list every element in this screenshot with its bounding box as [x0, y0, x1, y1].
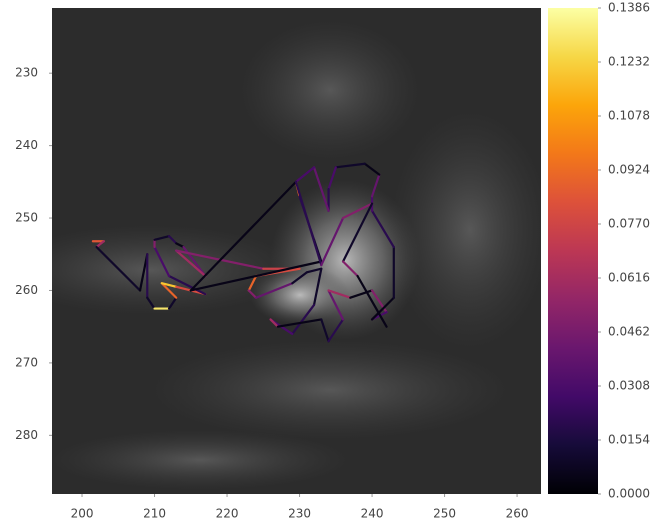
trajectory-segment [167, 235, 178, 245]
trajectory [91, 162, 395, 343]
colorbar-tick-label: 0.0154 [608, 433, 650, 447]
trajectory-segment [160, 282, 178, 299]
trajectory-segment [370, 173, 381, 198]
trajectory-segment [175, 249, 207, 278]
y-tick-label: 230 [15, 66, 38, 80]
x-tick-label: 220 [216, 507, 239, 520]
trajectory-segment [327, 289, 352, 299]
background-image [52, 8, 541, 494]
trajectory-segment [320, 318, 330, 343]
trajectory-segment [363, 162, 381, 176]
trajectory-segment [153, 235, 171, 241]
trajectory-segment [327, 166, 337, 191]
trajectory-segment [349, 289, 374, 299]
trajectory-segment [160, 282, 178, 288]
trajectory-segment [370, 296, 395, 321]
trajectory-segment [294, 180, 323, 267]
colorbar-tick-label: 0.0000 [608, 487, 650, 501]
trajectory-segment [146, 296, 156, 310]
colorbar-tick-label: 0.0924 [608, 163, 650, 177]
trajectory-segment [291, 271, 308, 285]
y-tick-label: 260 [15, 283, 38, 297]
trajectory-segment [291, 303, 316, 336]
y-tick-label: 240 [15, 138, 38, 152]
trajectory-segment [189, 180, 298, 292]
trajectory-segment [320, 216, 345, 267]
trajectory-segment [95, 245, 142, 292]
colorbar-tick-label: 0.0308 [608, 379, 650, 393]
colorbar-tick-label: 0.1078 [608, 109, 650, 123]
trajectory-segment [247, 289, 258, 299]
trajectory-segment [370, 209, 395, 249]
y-tick-label: 280 [15, 428, 38, 442]
trajectory-segment [341, 202, 374, 220]
x-tick-label: 200 [71, 507, 94, 520]
y-tick-label: 250 [15, 211, 38, 225]
trajectory-segment [327, 289, 345, 321]
trajectory-segment [153, 245, 171, 278]
y-tick-label: 270 [15, 355, 38, 369]
trajectory-segment [305, 267, 323, 274]
trajectory-segment [312, 166, 330, 212]
colorbar [548, 8, 598, 494]
colorbar-tick-label: 0.0770 [608, 217, 650, 231]
trajectory-segment [294, 166, 316, 183]
trajectory-segment [167, 296, 178, 310]
trajectory-segment [312, 267, 323, 307]
trajectory-segment [95, 240, 105, 249]
trajectory-segment [254, 282, 294, 299]
trajectory-segment [341, 202, 374, 263]
trajectory-segment [167, 274, 207, 296]
x-tick-label: 250 [433, 507, 456, 520]
trajectory-segment [341, 260, 359, 278]
colorbar-tick-label: 0.0616 [608, 271, 650, 285]
colorbar-tick-label: 0.0462 [608, 325, 650, 339]
trajectory-segment [334, 162, 366, 169]
colorbar-tick-label: 0.1232 [608, 55, 650, 69]
x-tick-label: 260 [506, 507, 529, 520]
trajectory-segment [138, 253, 149, 292]
trajectory-segment [356, 274, 388, 328]
x-tick-label: 230 [288, 507, 311, 520]
trajectory-segment [247, 274, 258, 292]
x-tick-label: 240 [361, 507, 384, 520]
colorbar-tick-label: 0.1386 [608, 1, 650, 15]
trajectory-segment [327, 318, 345, 343]
x-tick-label: 210 [143, 507, 166, 520]
trajectory-segment [189, 260, 323, 292]
trajectory-segment [175, 242, 185, 249]
trajectory-segment [269, 318, 279, 328]
trajectory-segment [276, 318, 323, 328]
